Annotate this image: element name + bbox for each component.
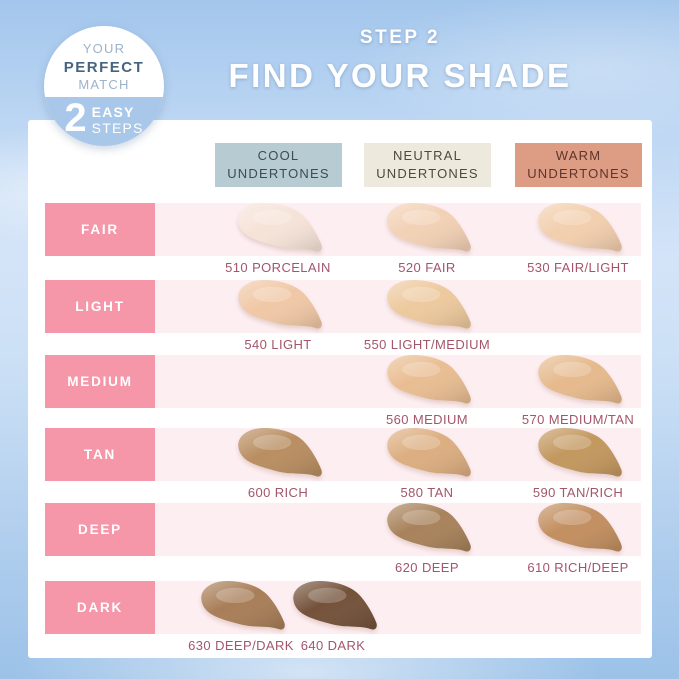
swatch-640-dark — [285, 577, 381, 635]
column-header-warm: WARM UNDERTONES — [515, 143, 642, 187]
row-label-fair: FAIR — [45, 203, 155, 256]
swatch-label-580-tan: 580 TAN — [400, 485, 454, 500]
swatch-label-610-rich-deep: 610 RICH/DEEP — [527, 560, 629, 575]
foundation-smear-icon — [238, 202, 322, 252]
swatch-label-510-porcelain: 510 PORCELAIN — [225, 260, 331, 275]
swatch-label-560-medium: 560 MEDIUM — [385, 412, 469, 427]
foundation-smear-icon — [538, 427, 622, 477]
swatch-label-550-light-medium: 550 LIGHT/MEDIUM — [363, 337, 491, 352]
row-label-deep: DEEP — [45, 503, 155, 556]
badge-top-text: YOUR PERFECT MATCH — [44, 26, 164, 94]
swatch-label-590-tan-rich: 590 TAN/RICH — [532, 485, 624, 500]
swatch-560-medium — [379, 351, 475, 409]
foundation-smear-icon — [201, 580, 285, 630]
perfect-match-badge: YOUR PERFECT MATCH 2 EASY STEPS — [44, 26, 164, 146]
column-header-neutral: NEUTRAL UNDERTONES — [364, 143, 491, 187]
foundation-smear-icon — [387, 354, 471, 404]
column-header-line: NEUTRAL — [392, 147, 463, 163]
column-header-line: WARM — [555, 147, 602, 163]
step-label: STEP 2 — [359, 27, 441, 48]
foundation-smear-icon — [238, 279, 322, 329]
badge-steps-text: EASY STEPS — [92, 104, 144, 136]
column-header-line: UNDERTONES — [227, 166, 330, 181]
foundation-smear-icon — [387, 502, 471, 552]
row-label-light: LIGHT — [45, 280, 155, 333]
swatch-590-tan-rich — [530, 424, 626, 482]
swatch-620-deep — [379, 499, 475, 557]
row-label-tan: TAN — [45, 428, 155, 481]
column-header-cool: COOL UNDERTONES — [215, 143, 342, 187]
swatch-label-520-fair: 520 FAIR — [398, 260, 456, 275]
swatch-label-530-fair-light: 530 FAIR/LIGHT — [527, 260, 629, 275]
column-header-line: UNDERTONES — [376, 166, 479, 181]
badge-steps-word-easy: EASY — [91, 104, 135, 120]
swatch-label-600-rich: 600 RICH — [247, 485, 309, 500]
swatch-570-medium-tan — [530, 351, 626, 409]
row-label-medium: MEDIUM — [45, 355, 155, 408]
column-header-line: UNDERTONES — [527, 166, 630, 181]
swatch-510-porcelain — [230, 199, 326, 257]
swatch-label-640-dark: 640 DARK — [300, 638, 366, 653]
foundation-smear-icon — [538, 354, 622, 404]
badge-steps-band: 2 EASY STEPS — [44, 97, 164, 146]
title-block: STEP 2 FIND YOUR SHADE — [120, 27, 679, 95]
badge-line-match: MATCH — [78, 77, 130, 93]
badge-line-your: YOUR — [82, 41, 126, 56]
foundation-smear-icon — [387, 202, 471, 252]
swatch-label-620-deep: 620 DEEP — [395, 560, 459, 575]
foundation-smear-icon — [538, 202, 622, 252]
shade-chart-card: COOL UNDERTONES NEUTRAL UNDERTONES WARM UNDER… — [28, 120, 652, 658]
swatch-520-fair — [379, 199, 475, 257]
swatch-label-540-light: 540 LIGHT — [244, 337, 312, 352]
swatch-630-deep-dark — [193, 577, 289, 635]
foundation-smear-icon — [538, 502, 622, 552]
swatch-610-rich-deep — [530, 499, 626, 557]
swatch-label-570-medium-tan: 570 MEDIUM/TAN — [521, 412, 635, 427]
swatch-580-tan — [379, 424, 475, 482]
badge-steps-word-steps: STEPS — [91, 120, 144, 137]
swatch-540-light — [230, 276, 326, 334]
row-label-dark: DARK — [45, 581, 155, 634]
column-header-line: COOL — [257, 147, 300, 163]
swatch-600-rich — [230, 424, 326, 482]
page-title: FIND YOUR SHADE — [228, 57, 572, 94]
foundation-smear-icon — [387, 279, 471, 329]
swatch-label-630-deep-dark: 630 DEEP/DARK — [188, 638, 294, 653]
badge-step-count: 2 — [64, 96, 87, 140]
foundation-smear-icon — [293, 580, 377, 630]
badge-line-perfect: PERFECT — [63, 58, 145, 76]
swatch-550-light-medium — [379, 276, 475, 334]
foundation-smear-icon — [238, 427, 322, 477]
swatch-530-fair-light — [530, 199, 626, 257]
foundation-smear-icon — [387, 427, 471, 477]
